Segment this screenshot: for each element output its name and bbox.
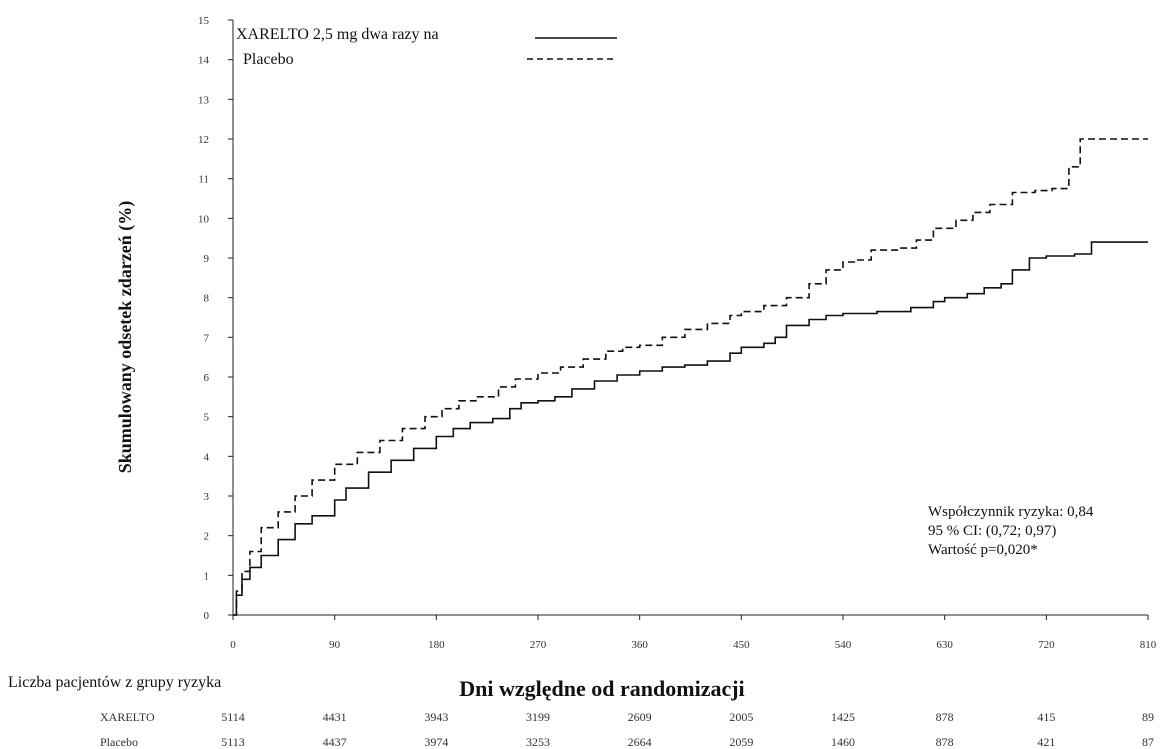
y-tick-label: 0 xyxy=(204,610,210,622)
y-tick-label: 11 xyxy=(198,174,209,186)
risk-table-cell: 3253 xyxy=(526,735,550,749)
x-tick-label: 540 xyxy=(835,639,852,651)
chart-series xyxy=(233,138,1148,616)
risk-table: Liczba pacjentów z grupy ryzyka XARELTO … xyxy=(8,674,1154,749)
x-tick-labels: 0 90 180 270 360 450 540 630 720 810 xyxy=(230,615,1157,651)
y-tick-label: 1 xyxy=(204,570,210,582)
y-tick-label: 13 xyxy=(198,94,210,106)
y-tick-label: 15 xyxy=(198,15,210,27)
y-tick-label: 2 xyxy=(204,531,210,543)
x-tick-label: 810 xyxy=(1140,639,1157,651)
risk-table-cell: 421 xyxy=(1037,735,1055,749)
x-tick-label: 90 xyxy=(329,639,341,651)
risk-table-cell: 4437 xyxy=(323,735,347,749)
risk-table-cell: 878 xyxy=(936,710,954,724)
confidence-interval-text: 95 % CI: (0,72; 0,97) xyxy=(928,523,1056,539)
legend: XARELTO 2,5 mg dwa razy na Placebo xyxy=(236,26,617,68)
x-tick-label: 450 xyxy=(733,639,750,651)
x-axis-label: Dni względne od randomizacji xyxy=(459,676,744,701)
y-axis-label: Skumulowany odsetek zdarzeń (%) xyxy=(115,201,136,474)
x-tick-label: 180 xyxy=(428,639,445,651)
y-tick-label: 6 xyxy=(204,372,210,384)
risk-table-cell: 2664 xyxy=(628,735,652,749)
risk-table-cell: 2059 xyxy=(729,735,753,749)
risk-row-label-placebo: Placebo xyxy=(100,735,138,749)
risk-table-cell: 89 xyxy=(1142,710,1154,724)
risk-table-cell: 1460 xyxy=(831,735,855,749)
y-tick-label: 3 xyxy=(204,491,210,503)
x-tick-label: 720 xyxy=(1038,639,1055,651)
risk-table-cell: 1425 xyxy=(831,710,855,724)
hazard-ratio-text: Współczynnik ryzyka: 0,84 xyxy=(928,504,1094,520)
y-tick-label: 14 xyxy=(198,55,210,67)
risk-table-cell: 2609 xyxy=(628,710,652,724)
risk-table-cell: 87 xyxy=(1142,735,1154,749)
stats-annotation: Współczynnik ryzyka: 0,84 95 % CI: (0,72… xyxy=(928,504,1094,558)
y-tick-label: 12 xyxy=(198,134,209,146)
x-tick-label: 0 xyxy=(230,639,236,651)
p-value-text: Wartość p=0,020* xyxy=(928,542,1038,558)
y-tick-label: 5 xyxy=(204,412,210,424)
risk-table-title: Liczba pacjentów z grupy ryzyka xyxy=(8,674,221,691)
y-tick-label: 9 xyxy=(204,253,210,265)
series-line-xarelto xyxy=(233,241,1148,616)
risk-table-cell: 415 xyxy=(1037,710,1055,724)
x-tick-label: 360 xyxy=(631,639,648,651)
risk-table-cell: 3943 xyxy=(424,710,448,724)
risk-table-cell: 5114 xyxy=(221,710,245,724)
x-tick-label: 630 xyxy=(936,639,953,651)
legend-label-placebo: Placebo xyxy=(243,51,294,68)
risk-table-cell: 5113 xyxy=(221,735,245,749)
series-line-placebo xyxy=(233,138,1148,616)
risk-table-cell: 3974 xyxy=(424,735,448,749)
risk-table-cell: 3199 xyxy=(526,710,550,724)
y-tick-label: 4 xyxy=(204,451,210,463)
chart-axes xyxy=(232,20,1148,616)
y-tick-label: 10 xyxy=(198,213,210,225)
y-tick-label: 8 xyxy=(204,293,210,305)
y-tick-label: 7 xyxy=(204,332,210,344)
risk-table-cell: 2005 xyxy=(729,710,753,724)
risk-table-cells: 5114 4431 3943 3199 2609 2005 1425 878 415 89 5113… xyxy=(221,710,1154,749)
risk-row-label-xarelto: XARELTO xyxy=(100,710,155,724)
risk-table-cell: 4431 xyxy=(323,710,347,724)
legend-label-xarelto: XARELTO 2,5 mg dwa razy na xyxy=(236,26,439,43)
x-tick-label: 270 xyxy=(530,639,547,651)
risk-table-cell: 878 xyxy=(936,735,954,749)
